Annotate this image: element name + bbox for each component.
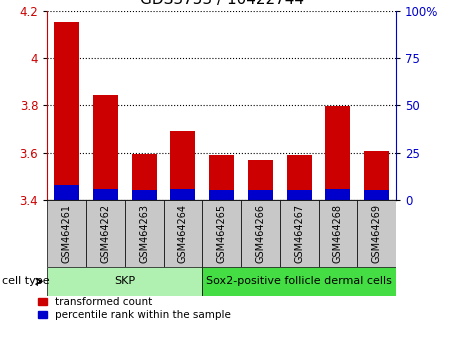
Text: SKP: SKP — [114, 276, 135, 286]
Bar — [357, 200, 396, 267]
Title: GDS3753 / 10422744: GDS3753 / 10422744 — [140, 0, 304, 7]
Bar — [93, 189, 118, 200]
Bar — [163, 200, 202, 267]
Bar — [170, 189, 195, 200]
Bar — [248, 160, 273, 200]
Bar — [131, 154, 157, 200]
Text: GSM464269: GSM464269 — [372, 204, 382, 263]
Bar — [287, 190, 312, 200]
Bar — [47, 267, 202, 296]
Text: cell type: cell type — [2, 276, 50, 286]
Bar — [93, 95, 118, 200]
Bar — [202, 267, 396, 296]
Bar — [125, 200, 163, 267]
Text: GSM464266: GSM464266 — [256, 204, 266, 263]
Text: GSM464264: GSM464264 — [178, 204, 188, 263]
Text: GSM464262: GSM464262 — [100, 204, 110, 263]
Legend: transformed count, percentile rank within the sample: transformed count, percentile rank withi… — [38, 297, 231, 320]
Text: GSM464263: GSM464263 — [139, 204, 149, 263]
Text: GSM464261: GSM464261 — [62, 204, 72, 263]
Bar — [325, 107, 351, 200]
Bar — [241, 200, 280, 267]
Bar — [364, 152, 389, 200]
Bar — [209, 190, 234, 200]
Text: GSM464267: GSM464267 — [294, 204, 304, 263]
Bar — [325, 189, 351, 200]
Bar — [54, 185, 79, 200]
Bar — [202, 200, 241, 267]
Text: GSM464268: GSM464268 — [333, 204, 343, 263]
Bar — [86, 200, 125, 267]
Bar — [287, 155, 312, 200]
Text: GSM464265: GSM464265 — [216, 204, 227, 263]
Bar — [248, 190, 273, 200]
Bar — [131, 190, 157, 200]
Bar — [209, 155, 234, 200]
Bar — [280, 200, 319, 267]
Bar — [47, 200, 86, 267]
Bar — [364, 190, 389, 200]
Bar — [170, 131, 195, 200]
Text: Sox2-positive follicle dermal cells: Sox2-positive follicle dermal cells — [206, 276, 392, 286]
Bar — [319, 200, 357, 267]
Bar — [54, 22, 79, 200]
